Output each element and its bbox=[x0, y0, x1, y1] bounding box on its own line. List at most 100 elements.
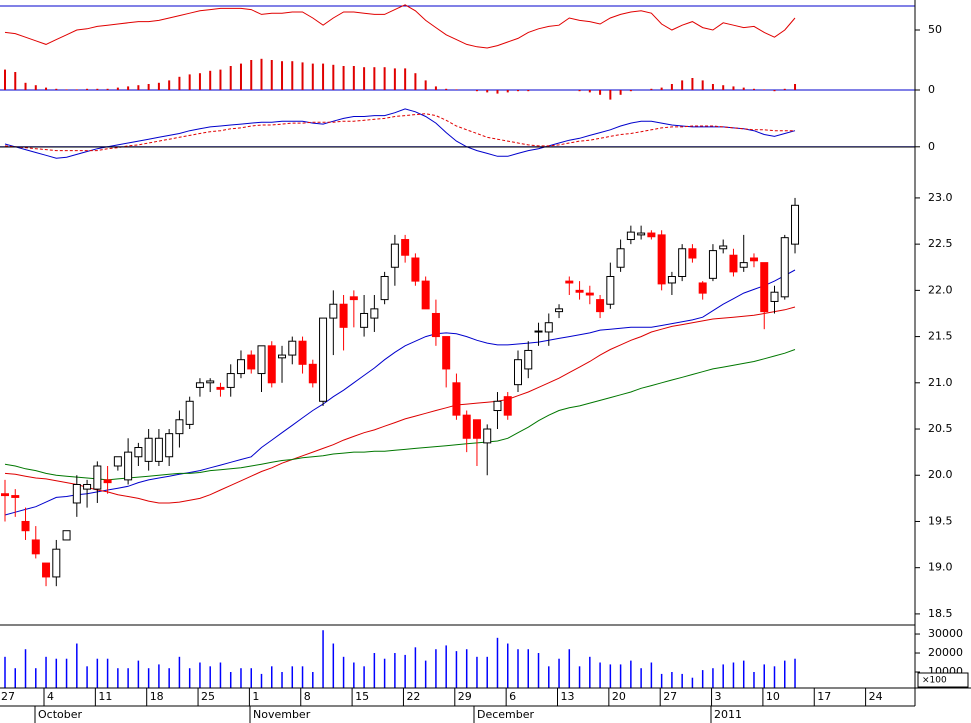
candle-body bbox=[626, 231, 635, 241]
indicator-line bbox=[4, 113, 795, 152]
candle-body bbox=[319, 317, 328, 402]
candle-body bbox=[780, 237, 789, 298]
candle-body bbox=[647, 232, 656, 238]
candle-body bbox=[493, 400, 502, 412]
candle-body bbox=[555, 308, 564, 313]
candle-body bbox=[93, 465, 102, 490]
candle-body bbox=[534, 330, 543, 333]
candle-body bbox=[31, 539, 40, 555]
y-tick-label: 21.0 bbox=[928, 376, 953, 389]
candle-body bbox=[749, 257, 758, 262]
y-tick-label: 50 bbox=[928, 23, 942, 36]
y-tick-label: 0 bbox=[928, 140, 935, 153]
candle-body bbox=[247, 354, 256, 370]
candle-body bbox=[452, 382, 461, 416]
candle-body bbox=[165, 433, 174, 458]
candle-body bbox=[770, 291, 779, 302]
month-label: October bbox=[38, 708, 82, 721]
candle-body bbox=[739, 262, 748, 268]
candle-body bbox=[483, 428, 492, 444]
candle-body bbox=[657, 234, 666, 285]
candle-body bbox=[442, 336, 451, 370]
candle-body bbox=[678, 248, 687, 277]
week-label: 27 bbox=[1, 690, 15, 703]
candle-body bbox=[380, 275, 389, 301]
candle-body bbox=[729, 254, 738, 273]
candle-body bbox=[616, 248, 625, 268]
candle-body bbox=[421, 280, 430, 310]
y-tick-label: 21.5 bbox=[928, 330, 953, 343]
candle-body bbox=[667, 275, 676, 284]
candle-body bbox=[514, 359, 522, 386]
week-label: 17 bbox=[817, 690, 831, 703]
candle-body bbox=[719, 245, 728, 250]
candle-body bbox=[175, 419, 184, 435]
candle-body bbox=[401, 239, 410, 256]
candle-body bbox=[62, 530, 71, 541]
candle-body bbox=[462, 414, 471, 439]
candle-body bbox=[1, 493, 9, 497]
candle-body bbox=[288, 340, 297, 356]
week-label: 4 bbox=[47, 690, 54, 703]
candle-body bbox=[216, 386, 225, 390]
candle-body bbox=[503, 396, 512, 416]
candle-body bbox=[596, 299, 605, 313]
indicator-line bbox=[4, 4, 796, 49]
week-label: 24 bbox=[869, 690, 883, 703]
candle-body bbox=[308, 363, 317, 384]
candle-body bbox=[236, 359, 245, 375]
candle-body bbox=[411, 257, 420, 282]
y-tick-label: 23.0 bbox=[928, 191, 953, 204]
candle-body bbox=[72, 483, 81, 504]
candle-body bbox=[606, 275, 615, 305]
candle-body bbox=[708, 250, 717, 279]
y-tick-label: 20000 bbox=[928, 646, 963, 659]
candle-body bbox=[791, 204, 800, 245]
week-label: 18 bbox=[150, 690, 164, 703]
indicator-line bbox=[4, 108, 796, 159]
unit-label: ×100 bbox=[922, 676, 947, 686]
candle-body bbox=[524, 349, 533, 370]
y-tick-label: 30000 bbox=[928, 627, 963, 640]
candle-body bbox=[585, 292, 594, 296]
candle-body bbox=[688, 248, 697, 259]
week-label: 27 bbox=[663, 690, 677, 703]
candle-body bbox=[329, 303, 338, 319]
week-label: 1 bbox=[252, 690, 259, 703]
candle-body bbox=[185, 400, 194, 425]
week-label: 22 bbox=[406, 690, 420, 703]
candle-body bbox=[154, 437, 163, 462]
candle-body bbox=[575, 289, 584, 293]
candle-body bbox=[544, 322, 553, 333]
candle-body bbox=[637, 232, 646, 236]
candle-body bbox=[390, 243, 399, 268]
week-label: 10 bbox=[766, 690, 780, 703]
candle-body bbox=[267, 345, 276, 384]
week-label: 11 bbox=[98, 690, 112, 703]
candle-body bbox=[226, 373, 235, 388]
candle-body bbox=[698, 282, 707, 294]
y-tick-label: 22.0 bbox=[928, 283, 953, 296]
unit-box bbox=[917, 672, 969, 688]
indicator-line bbox=[4, 269, 796, 516]
candle-body bbox=[52, 548, 61, 578]
week-label: 29 bbox=[458, 690, 472, 703]
candle-body bbox=[134, 447, 143, 458]
candle-body bbox=[113, 456, 122, 467]
month-label: 2011 bbox=[714, 708, 742, 721]
y-tick-label: 18.5 bbox=[928, 607, 953, 620]
candle-body bbox=[760, 262, 769, 313]
candle-body bbox=[257, 345, 266, 375]
y-tick-label: 19.5 bbox=[928, 514, 953, 527]
candle-body bbox=[195, 382, 204, 388]
candle-body bbox=[298, 340, 307, 365]
candle-body bbox=[21, 520, 30, 532]
candle-body bbox=[339, 303, 348, 328]
y-tick-label: 0 bbox=[928, 83, 935, 96]
y-tick-label: 20.0 bbox=[928, 468, 953, 481]
candle-body bbox=[565, 280, 574, 284]
candle-body bbox=[206, 380, 215, 384]
candle-body bbox=[472, 419, 481, 439]
